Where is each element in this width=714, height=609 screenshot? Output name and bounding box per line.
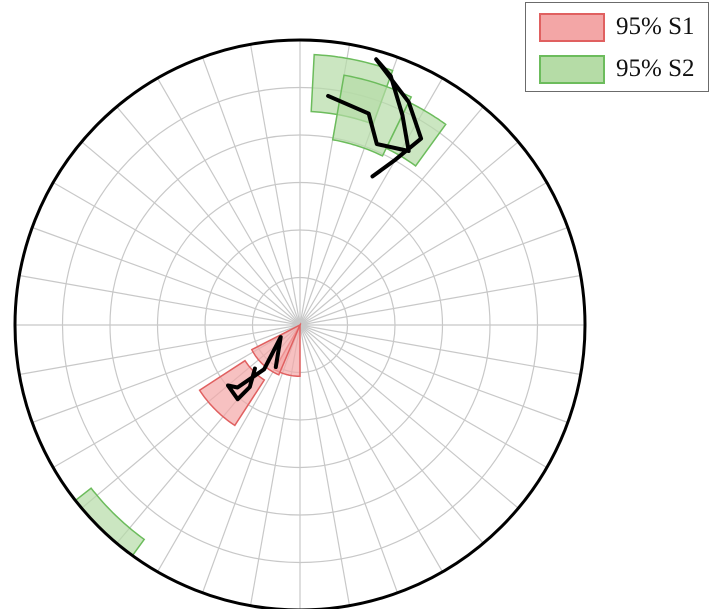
s1-track-line <box>226 335 283 402</box>
grid-spoke <box>299 141 519 326</box>
grid-spoke <box>52 181 301 326</box>
grid-spoke <box>201 56 301 326</box>
grid-spoke <box>299 181 548 326</box>
grid-spoke <box>19 324 301 376</box>
grid-spoke <box>299 324 399 594</box>
grid-spoke <box>249 44 301 326</box>
legend-item-s2: 95% S2 <box>526 49 708 87</box>
legend-swatch-s2 <box>539 55 605 84</box>
grid-spoke <box>81 141 301 326</box>
legend-item-s1: 95% S1 <box>526 7 708 45</box>
grid-spoke <box>299 324 444 573</box>
grid-spoke <box>116 106 301 326</box>
trajectory-paths <box>226 57 424 402</box>
legend: 95% S1 95% S2 <box>525 2 709 92</box>
legend-swatch-s1 <box>539 13 605 42</box>
s2-confidence-region <box>51 487 146 580</box>
grid-spoke <box>299 226 569 326</box>
polar-grid <box>15 40 585 609</box>
grid-spoke <box>299 106 484 326</box>
grid-spoke <box>299 324 519 509</box>
grid-spoke <box>299 274 581 326</box>
primitive-circle <box>13 38 587 609</box>
s2-track-line <box>326 57 424 179</box>
grid-spoke <box>299 324 351 606</box>
grid-spoke <box>31 324 301 424</box>
grid-spoke <box>156 77 301 326</box>
legend-label-s2: 95% S2 <box>616 55 695 82</box>
grid-spoke <box>299 324 548 469</box>
grid-spoke <box>31 226 301 326</box>
legend-label-s1: 95% S1 <box>616 13 695 40</box>
grid-spoke <box>19 274 301 326</box>
grid-spoke <box>299 324 581 376</box>
grid-spoke <box>299 324 484 544</box>
grid-spoke <box>299 324 569 424</box>
